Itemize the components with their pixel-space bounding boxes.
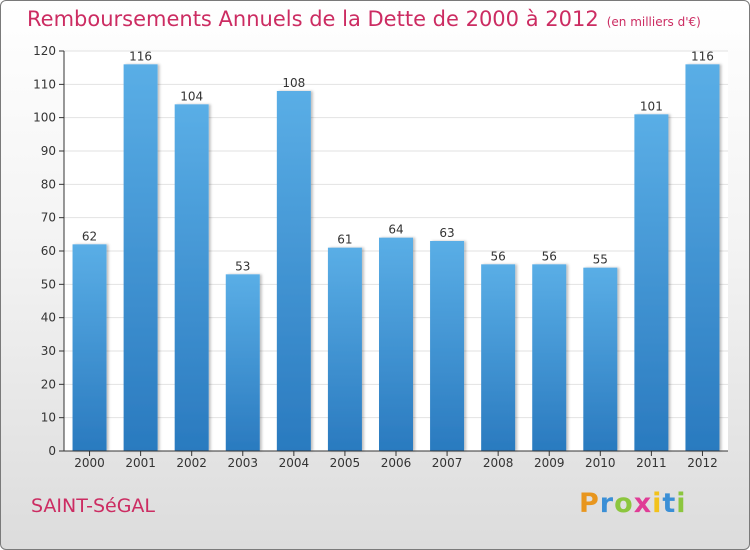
y-tick-label: 50 xyxy=(41,277,56,291)
bar xyxy=(276,91,311,451)
y-tick-label: 0 xyxy=(48,444,56,458)
x-tick-label: 2001 xyxy=(125,456,156,470)
data-label: 101 xyxy=(640,99,663,113)
x-tick-label: 2010 xyxy=(585,456,616,470)
logo-letter: i xyxy=(652,488,663,519)
bar xyxy=(174,104,209,451)
x-tick-label: 2004 xyxy=(279,456,310,470)
y-tick-label: 70 xyxy=(41,211,56,225)
bars xyxy=(72,64,720,452)
bar xyxy=(327,247,362,451)
data-label: 55 xyxy=(593,253,608,267)
x-tick-label: 2006 xyxy=(381,456,412,470)
logo-letter: P xyxy=(579,488,600,519)
x-tick-label: 2000 xyxy=(74,456,105,470)
data-label: 56 xyxy=(491,249,506,263)
title-text: Remboursements Annuels de la Dette de 20… xyxy=(27,7,599,31)
y-tick-label: 10 xyxy=(41,411,56,425)
y-tick-label: 40 xyxy=(41,311,56,325)
proxiti-logo: Proxiti xyxy=(579,488,687,519)
data-label: 64 xyxy=(388,223,403,237)
data-label: 56 xyxy=(542,249,557,263)
x-tick-label: 2008 xyxy=(483,456,514,470)
bar xyxy=(685,64,720,452)
data-label: 62 xyxy=(82,229,97,243)
x-tick-label: 2011 xyxy=(636,456,667,470)
x-tick-label: 2009 xyxy=(534,456,565,470)
logo-letter: t xyxy=(662,488,677,519)
data-label: 53 xyxy=(235,259,250,273)
bar xyxy=(583,267,618,451)
y-tick-label: 20 xyxy=(41,377,56,391)
bar xyxy=(225,274,260,451)
data-label: 104 xyxy=(180,89,203,103)
x-tick-label: 2005 xyxy=(330,456,361,470)
commune-name: SAINT-SéGAL xyxy=(31,495,156,517)
chart-subtitle: (en milliers d'€) xyxy=(606,15,701,29)
data-labels: 62 116 104 53 108 61 64 63 56 56 55 101 116 xyxy=(82,49,714,273)
y-tick-label: 100 xyxy=(33,111,56,125)
y-tick-label: 80 xyxy=(41,177,56,191)
y-tick-label: 110 xyxy=(33,77,56,91)
bar xyxy=(123,64,158,452)
data-label: 63 xyxy=(439,226,454,240)
chart-title: Remboursements Annuels de la Dette de 20… xyxy=(27,7,701,31)
data-label: 61 xyxy=(337,233,352,247)
y-tick-label: 60 xyxy=(41,244,56,258)
data-label: 116 xyxy=(691,49,714,63)
axes: 0 10 20 30 40 50 60 70 80 90 100 110 120 2000 2001 2002… xyxy=(33,44,728,470)
data-label: 108 xyxy=(282,76,305,90)
data-label: 116 xyxy=(129,49,152,63)
x-tick-label: 2012 xyxy=(687,456,718,470)
logo-letter: i xyxy=(676,488,687,519)
y-tick-label: 30 xyxy=(41,344,56,358)
y-tick-label: 120 xyxy=(33,44,56,58)
x-tick-label: 2003 xyxy=(227,456,258,470)
bar xyxy=(481,264,516,451)
logo-letter: r xyxy=(599,488,615,519)
bar xyxy=(532,264,567,451)
bar xyxy=(379,237,413,451)
bar xyxy=(72,244,107,451)
bar xyxy=(634,114,669,451)
logo-letter: o xyxy=(614,488,634,519)
x-tick-label: 2007 xyxy=(432,456,463,470)
bar xyxy=(430,241,465,451)
logo-letter: x xyxy=(633,488,653,519)
y-tick-label: 90 xyxy=(41,144,56,158)
x-tick-label: 2002 xyxy=(176,456,207,470)
